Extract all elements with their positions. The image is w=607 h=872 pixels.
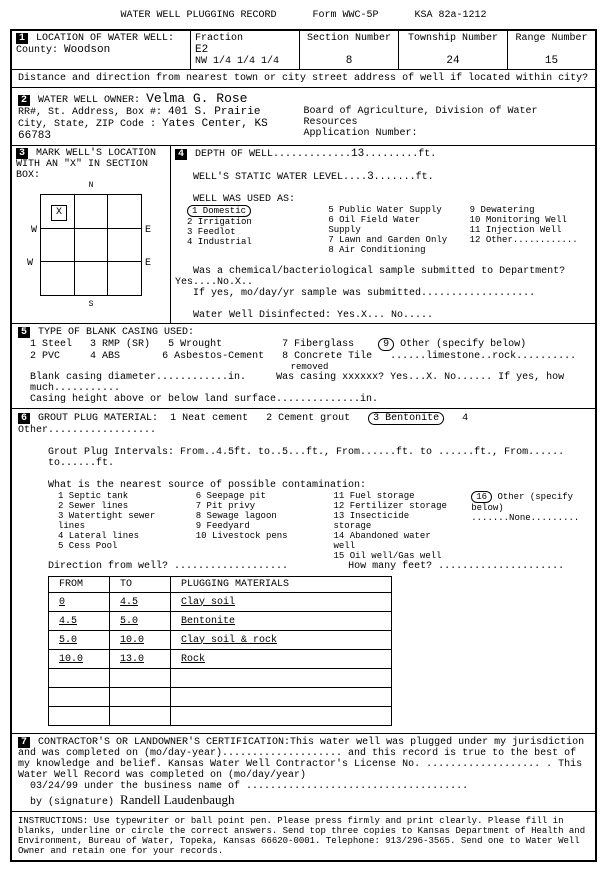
cert-date: 03/24/99: [30, 781, 78, 792]
removed-label: removed: [30, 362, 589, 372]
section-num-2: 2: [18, 95, 30, 106]
use-9: 9 Dewatering: [470, 205, 535, 215]
c1: 1 Steel: [30, 339, 72, 350]
disinf-text: Water Well Disinfected: Yes.X... No.....: [193, 310, 433, 321]
dir: Direction from well? ...................: [48, 561, 288, 572]
addr-label: RR#, St. Address, Box #:: [18, 107, 162, 118]
app-label: Application Number:: [304, 128, 418, 139]
section-num-1: 1: [16, 33, 28, 44]
fraction-label: Fraction: [195, 33, 243, 44]
nw-quarters: NW 1/4 1/4 1/4: [195, 56, 279, 67]
section-num-7: 7: [18, 737, 30, 748]
s16circ: 16: [471, 491, 492, 503]
owner-row: 2 WATER WELL OWNER: Velma G. Rose RR#, S…: [12, 88, 595, 146]
chem-text: Was a chemical/bacteriological sample su…: [175, 266, 565, 288]
c9t: Other (specify below): [394, 339, 526, 350]
g3: 3 Bentonite: [368, 412, 444, 425]
g1: 1 Neat cement: [170, 413, 248, 424]
c6: 6 Asbestos-Cement: [162, 351, 264, 362]
addr-value: 401 S. Prairie: [168, 106, 260, 118]
signature: Randell Laudenbaugh: [120, 792, 234, 807]
use-11: 11 Injection Well: [470, 225, 562, 235]
owner-name: Velma G. Rose: [146, 91, 247, 106]
range-label: Range Number: [515, 33, 587, 44]
nearest: What is the nearest source of possible c…: [48, 480, 589, 491]
static-value: 3: [367, 171, 374, 183]
title: WATER WELL PLUGGING RECORD: [120, 10, 276, 21]
cert-under: under the business name of .............…: [84, 781, 468, 792]
casing-row: 5 TYPE OF BLANK CASING USED: 1 Steel 3 R…: [12, 324, 595, 409]
owner-label: WATER WELL OWNER:: [38, 95, 140, 106]
section-value: 8: [346, 55, 353, 67]
county-label: County:: [16, 45, 58, 56]
row-3-4: 3 MARK WELL'S LOCATION WITH AN "X" IN SE…: [12, 146, 595, 324]
cert-row: 7 CONTRACTOR'S OR LANDOWNER'S CERTIFICAT…: [12, 734, 595, 812]
use-12: 12 Other............: [470, 235, 578, 245]
use-8: 8 Air Conditioning: [328, 245, 425, 255]
height: Casing height above or below land surfac…: [30, 394, 378, 405]
g2: 2 Cement grout: [266, 413, 350, 424]
x-marker: X: [51, 205, 67, 221]
feet: How many feet? .....................: [348, 561, 564, 572]
loc-label: LOCATION OF WATER WELL:: [36, 33, 174, 44]
use-3: 3 Feedlot: [187, 227, 236, 237]
use-2: 2 Irrigation: [187, 217, 252, 227]
board-text: Board of Agriculture, Division of Water …: [304, 106, 538, 128]
depth-value: 13: [351, 148, 364, 160]
cert-text: CONTRACTOR'S OR LANDOWNER'S CERTIFICATIO…: [18, 737, 584, 781]
c2: 2 PVC: [30, 351, 60, 362]
use-7: 7 Lawn and Garden Only: [328, 235, 447, 245]
grout-row: 6 GROUT PLUG MATERIAL: 1 Neat cement 2 C…: [12, 409, 595, 734]
c3: 3 RMP (SR): [90, 339, 150, 350]
section-num-6: 6: [18, 413, 30, 424]
depth-label: DEPTH OF WELL: [195, 149, 273, 160]
distance-row: Distance and direction from nearest town…: [12, 70, 595, 88]
diam: Blank casing diameter............in.: [30, 372, 246, 383]
use-domestic: 1 Domestic: [187, 205, 251, 217]
township-value: 24: [446, 55, 459, 67]
ksa: KSA 82a-1212: [415, 10, 487, 21]
township-label: Township Number: [408, 33, 498, 44]
county-value: Woodson: [64, 44, 110, 56]
plugging-table: FROM TO PLUGGING MATERIALS 04.5Clay soil…: [48, 576, 392, 726]
c9: 9: [378, 338, 394, 351]
intervals: Grout Plug Intervals: From..4.5ft. to..5…: [48, 447, 589, 469]
used-label: WELL WAS USED AS:: [193, 194, 295, 205]
form-no: Form WWC-5P: [313, 10, 379, 21]
section-grid: X EW EW: [40, 194, 142, 296]
c7: 7 Fiberglass: [282, 339, 354, 350]
c9v: ......limestone..rock..........: [390, 351, 576, 362]
cert-by: by (signature): [30, 797, 114, 808]
fraction-value: E2: [195, 44, 208, 56]
section-label: Section Number: [307, 33, 391, 44]
use-4: 4 Industrial: [187, 237, 252, 247]
row-location: 1 LOCATION OF WATER WELL: County: Woodso…: [12, 31, 595, 70]
mark-label: MARK WELL'S LOCATION WITH AN "X" IN SECT…: [16, 148, 156, 181]
instructions: INSTRUCTIONS: Use typewriter or ball poi…: [12, 812, 595, 860]
range-value: 15: [545, 55, 558, 67]
c4: 4 ABS: [90, 351, 120, 362]
c8: 8 Concrete Tile: [282, 351, 372, 362]
chem2-text: If yes, mo/day/yr sample was submitted..…: [193, 288, 535, 299]
use-10: 10 Monitoring Well: [470, 215, 567, 225]
use-6: 6 Oil Field Water Supply: [328, 215, 420, 235]
c5: 5 Wrought: [168, 339, 222, 350]
form-header: WATER WELL PLUGGING RECORD Form WWC-5P K…: [10, 10, 597, 21]
use-5: 5 Public Water Supply: [328, 205, 441, 215]
casing-label: TYPE OF BLANK CASING USED:: [38, 327, 194, 338]
section-num-5: 5: [18, 327, 30, 338]
section-num-4: 4: [175, 149, 187, 160]
main-form: 1 LOCATION OF WATER WELL: County: Woodso…: [10, 29, 597, 862]
section-num-3: 3: [16, 148, 28, 159]
grout-label: GROUT PLUG MATERIAL:: [38, 413, 158, 424]
static-label: WELL'S STATIC WATER LEVEL: [193, 172, 343, 183]
city-label: City, State, ZIP Code :: [18, 119, 156, 130]
